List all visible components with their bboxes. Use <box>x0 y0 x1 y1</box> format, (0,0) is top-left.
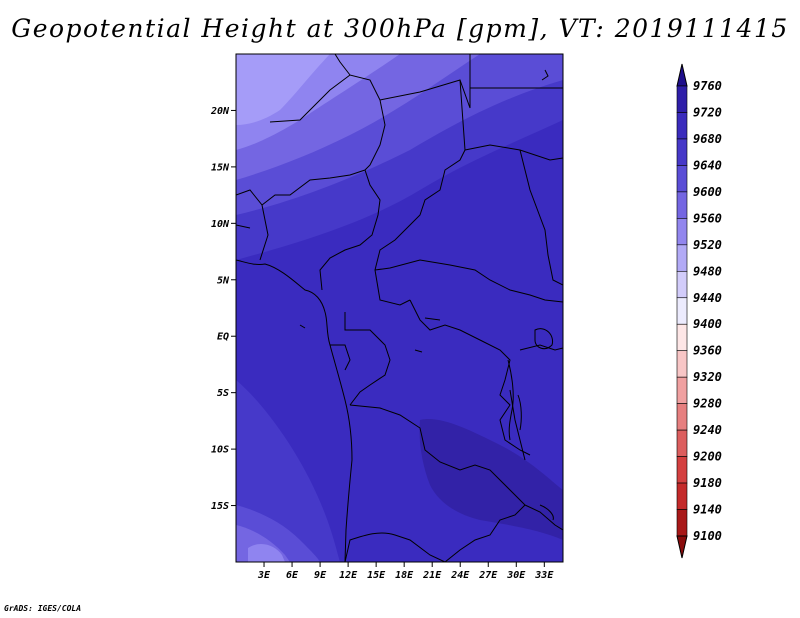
colorbar-segment <box>676 456 688 484</box>
band-sw-9520 <box>248 544 285 562</box>
colorbar-label: 9360 <box>693 344 722 358</box>
colorbar-label: 9640 <box>693 158 722 172</box>
colorbar-segment <box>676 323 688 352</box>
map-frame <box>235 53 564 563</box>
lon-tick-label: 30E <box>506 570 526 581</box>
colorbar-label: 9480 <box>693 264 722 278</box>
colorbar-segment <box>676 429 688 457</box>
lat-tick-label: 15N <box>211 162 230 173</box>
colorbar-segment <box>676 112 688 140</box>
colorbar-segment <box>676 350 688 378</box>
colorbar-label: 9320 <box>693 370 722 384</box>
colorbar-label: 9200 <box>693 450 722 464</box>
lon-tick-label: 33E <box>534 570 554 581</box>
map-area <box>236 54 563 562</box>
colorbar-label: 9400 <box>693 317 722 331</box>
colorbar-segment <box>676 191 688 219</box>
colorbar-label: 9560 <box>693 211 722 225</box>
colorbar-segment <box>676 165 688 193</box>
colorbar-segment <box>676 138 688 166</box>
lat-tick-label: EQ <box>217 332 229 343</box>
lon-tick-label: 6E <box>286 570 299 581</box>
lat-tick-label: 10N <box>211 219 230 230</box>
lat-tick-label: 5N <box>217 275 230 286</box>
lat-tick-label: 20N <box>210 106 230 117</box>
colorbar-label: 9100 <box>693 529 722 543</box>
colorbar-segment <box>676 270 688 299</box>
colorbar-bottom-arrow <box>676 535 688 559</box>
country-borders <box>236 54 563 562</box>
band-south-9680 <box>419 419 563 540</box>
colorbar-label: 9240 <box>693 423 722 437</box>
colorbar-label: 9600 <box>693 185 722 199</box>
lon-tick-label: 15E <box>367 570 386 581</box>
colorbar-label: 9680 <box>693 132 722 146</box>
colorbar-segment <box>676 85 688 113</box>
lon-tick-label: 9E <box>314 570 327 581</box>
colorbar-segment <box>676 403 688 431</box>
colorbar-label: 9720 <box>693 105 722 119</box>
colorbar: 9760 9720 9680 9640 9600 9560 9520 9480 9440 9400… <box>676 63 722 559</box>
colorbar-top-arrow <box>676 63 688 87</box>
lon-tick-label: 21E <box>422 570 442 581</box>
lon-tick-label: 3E <box>257 570 271 581</box>
colorbar-segment <box>676 297 688 325</box>
lat-tick-label: 15S <box>211 501 229 512</box>
page-title: Geopotential Height at 300hPa [gpm], VT:… <box>11 14 789 43</box>
longitude-axis: 3E 6E 9E 12E 15E 18E 21E 24E 27E 30E 33E <box>257 562 554 581</box>
colorbar-segment <box>676 244 688 272</box>
lon-tick-label: 18E <box>395 570 414 581</box>
colorbar-label: 9520 <box>693 238 722 252</box>
colorbar-label: 9280 <box>693 397 722 411</box>
lat-tick-label: 10S <box>211 445 229 456</box>
colorbar-segment <box>676 376 688 404</box>
colorbar-label: 9440 <box>693 291 722 305</box>
colorbar-label: 9760 <box>693 79 722 93</box>
lon-tick-label: 27E <box>478 570 498 581</box>
colorbar-segment <box>676 482 688 510</box>
lake-outlines <box>299 69 554 521</box>
colorbar-label: 9140 <box>693 503 722 517</box>
latitude-axis: 20N 15N 10N 5N EQ 5S 10S 15S <box>210 106 236 512</box>
lon-tick-label: 12E <box>339 570 358 581</box>
colorbar-segment <box>676 509 688 537</box>
lat-tick-label: 5S <box>217 388 229 399</box>
colorbar-label: 9180 <box>693 476 722 490</box>
colorbar-segment <box>676 218 688 246</box>
band-9480 <box>236 54 330 125</box>
credit-text: GrADS: IGES/COLA <box>4 604 82 613</box>
lon-tick-label: 24E <box>450 570 470 581</box>
